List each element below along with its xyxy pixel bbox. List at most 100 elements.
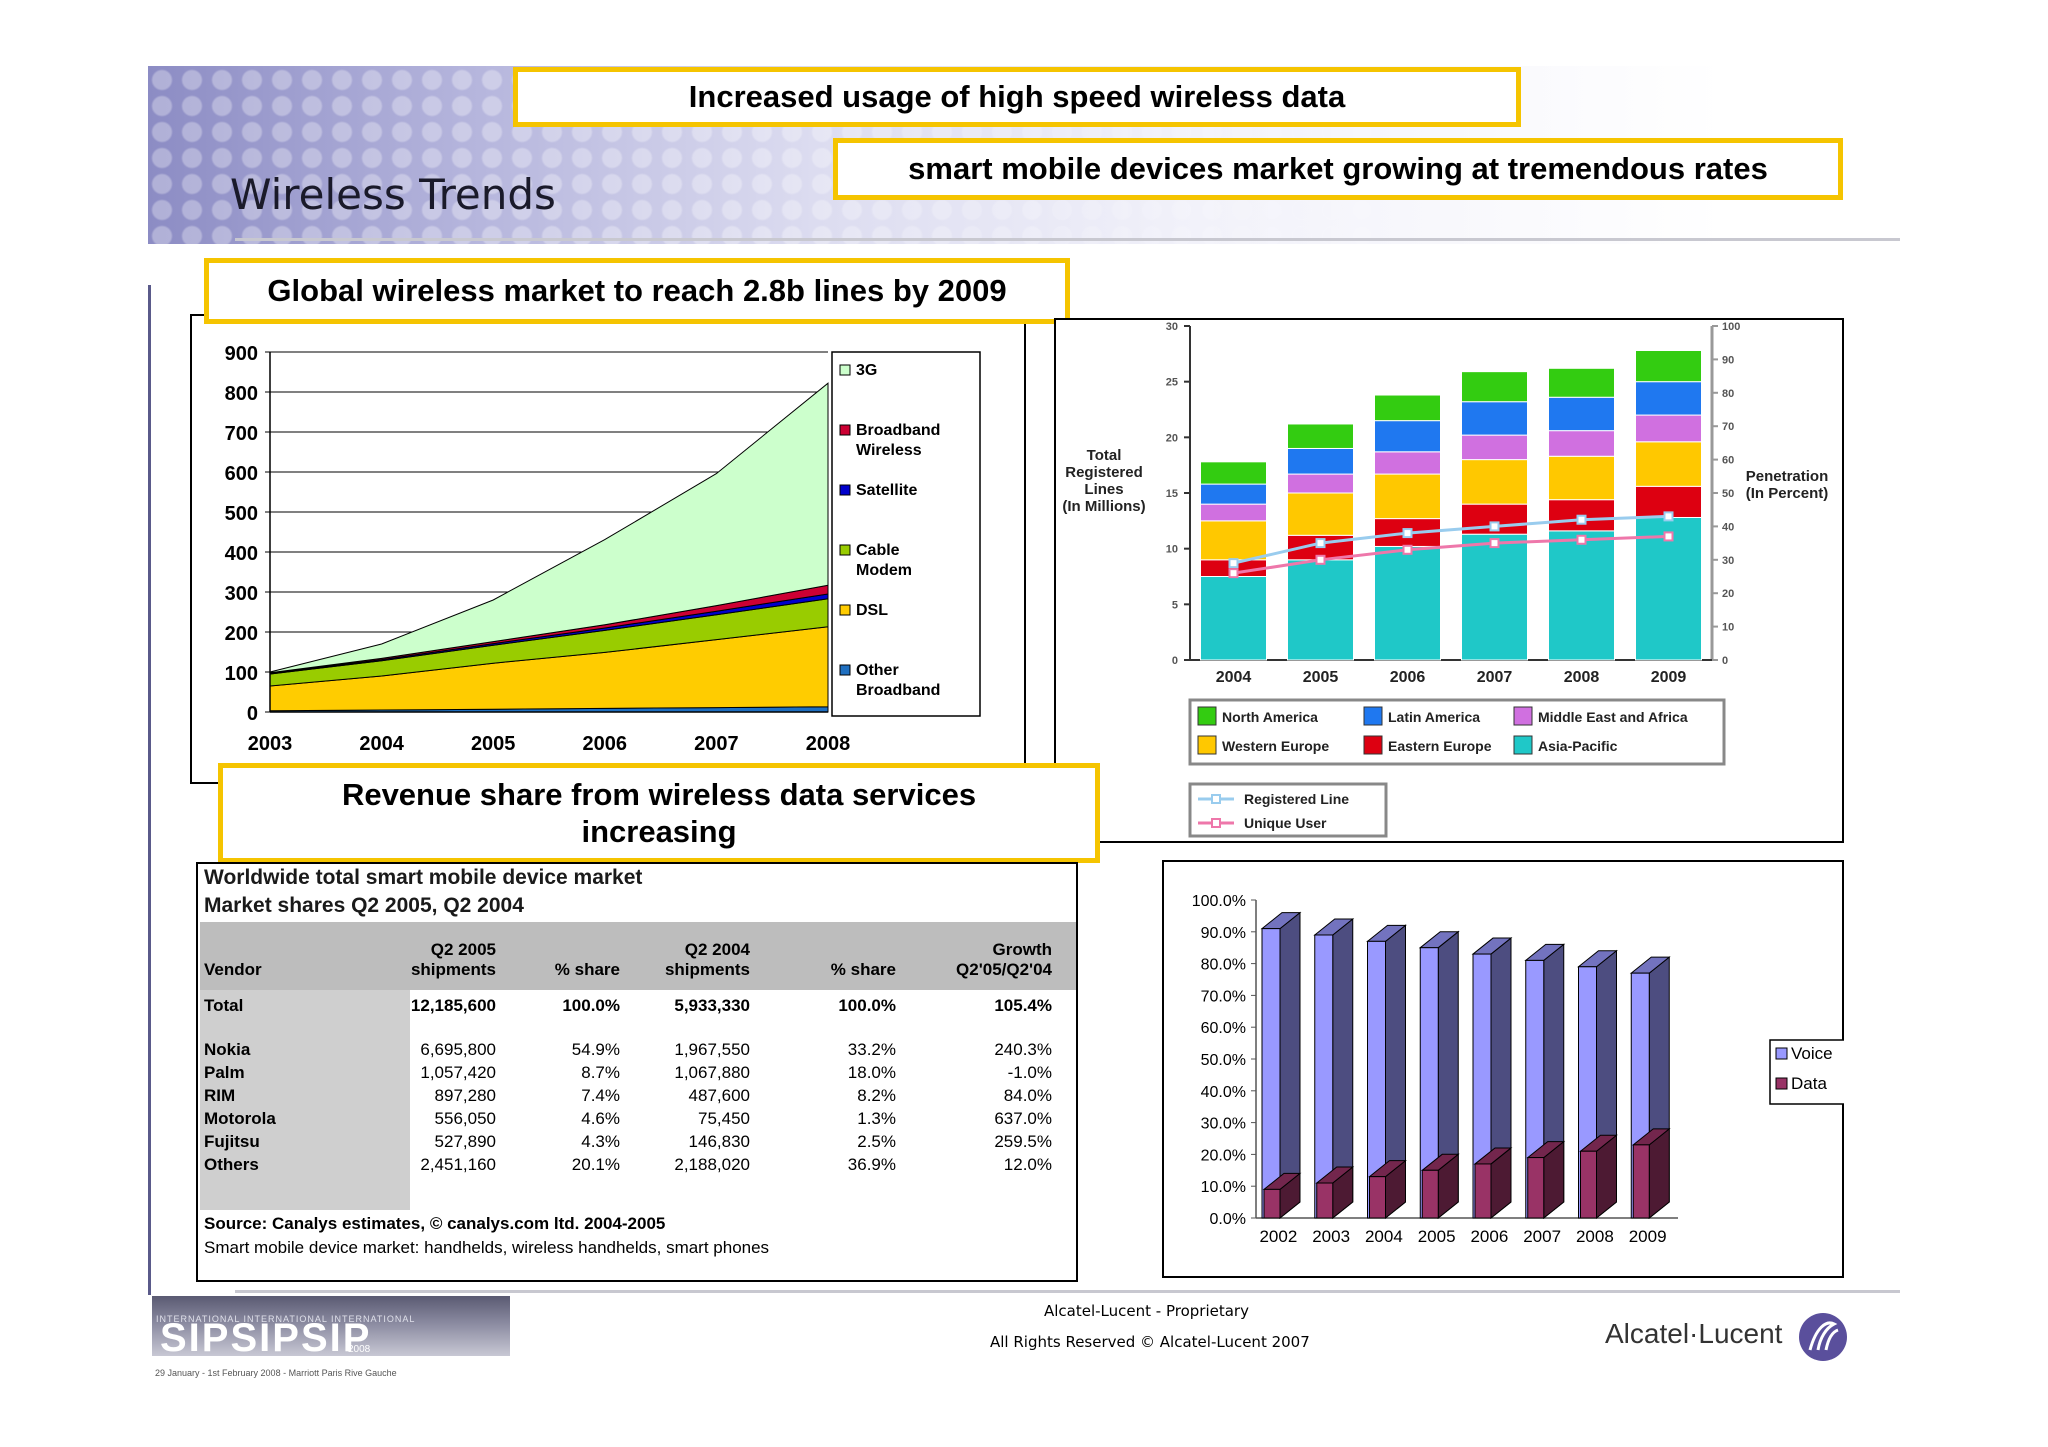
table-note: Smart mobile device market: handhelds, w… [204, 1238, 770, 1257]
table-cell: 2,188,020 [674, 1154, 750, 1174]
y2-tick-label: 90 [1722, 354, 1734, 366]
legend-swatch [1363, 706, 1383, 726]
table-cell: 897,280 [434, 1085, 496, 1105]
x-tick-label: 2006 [1390, 669, 1426, 686]
line-point [1489, 538, 1500, 549]
x-tick-label: 2005 [471, 733, 516, 755]
table-cell: 36.9% [847, 1154, 896, 1174]
table-cell: 146,830 [688, 1131, 750, 1151]
x-tick-label: 2006 [1470, 1227, 1508, 1246]
legend-marker [1211, 818, 1221, 828]
y2-tick-label: 20 [1722, 588, 1734, 600]
table-cell: Others [204, 1154, 259, 1174]
legend-label: Modem [856, 562, 912, 579]
y-axis-title: Lines [1084, 481, 1123, 498]
sip-event-logo: INTERNATIONAL INTERNATIONAL INTERNATIONA… [152, 1296, 510, 1356]
line-point [1576, 514, 1587, 525]
alcatel-lucent-logo-icon [1799, 1313, 1847, 1361]
table-row: Nokia 6,695,800 54.9% 1,967,550 33.2% 240.3% [200, 1038, 1056, 1061]
y-tick-label: 15 [1166, 488, 1178, 500]
line-point [1228, 558, 1239, 569]
x-tick-label: 2008 [1576, 1227, 1614, 1246]
bar-segment-western-europe [1461, 459, 1528, 505]
line-point [1402, 528, 1413, 539]
table-row: Motorola 556,050 4.6% 75,450 1.3% 637.0% [200, 1107, 1056, 1130]
table-cell: 4.3% [581, 1131, 620, 1151]
table-cell [500, 1018, 624, 1038]
bar-segment-western-europe [1287, 492, 1354, 536]
bar-segment-western-europe [1635, 441, 1702, 487]
legend-swatch [1513, 735, 1533, 755]
table-cell: 12.0% [1003, 1154, 1052, 1174]
bar-segment-middle-east-and-africa [1287, 473, 1354, 494]
x-tick-label: 2007 [1523, 1227, 1561, 1246]
bar-segment-north-america [1287, 423, 1354, 449]
legend-swatch [839, 484, 851, 496]
table-cell: 8.2% [857, 1085, 896, 1105]
y-tick-label: 50.0% [1201, 1052, 1246, 1069]
table-cell: 100.0% [562, 996, 620, 1015]
legend-label: Broadband [856, 682, 940, 699]
table-row: Others 2,451,160 20.1% 2,188,020 36.9% 12.0% [200, 1153, 1056, 1176]
bar-segment-asia-pacific [1548, 530, 1615, 661]
bar-segment-latin-america [1287, 447, 1354, 475]
y-tick-label: 200 [225, 623, 258, 645]
bar-segment-asia-pacific [1200, 576, 1267, 661]
legend-label: Unique User [1244, 815, 1327, 831]
line-point [1402, 544, 1413, 555]
table-cell: 12,185,600 [410, 996, 496, 1015]
table-spacer [200, 980, 1056, 994]
table-total-row: Total 12,185,600 100.0% 5,933,330 100.0% 105.… [200, 994, 1056, 1018]
y-tick-label: 100.0% [1192, 893, 1246, 910]
slide-title: Wireless Trends [230, 170, 556, 219]
table-cell [754, 1018, 900, 1038]
legend-swatch [1197, 735, 1217, 755]
x-tick-label: 2004 [1216, 669, 1252, 686]
bar-segment-western-europe [1200, 520, 1267, 561]
legend-swatch [1775, 1077, 1788, 1090]
table-cell: 105.4% [994, 996, 1052, 1015]
table-cell: Total [204, 996, 244, 1015]
bar-segment-latin-america [1635, 381, 1702, 416]
legend-label: DSL [856, 602, 888, 619]
y-tick-label: 70.0% [1201, 988, 1246, 1005]
table-cell [200, 1018, 400, 1038]
footer-copyright: All Rights Reserved © Alcatel-Lucent 200… [990, 1333, 1310, 1351]
legend-label: Eastern Europe [1388, 738, 1492, 754]
table-cell: % share [554, 960, 620, 979]
line-point [1663, 511, 1674, 522]
table-row: RIM 897,280 7.4% 487,600 8.2% 84.0% [200, 1084, 1056, 1107]
table-cell: Q2 2004 shipments [664, 940, 750, 979]
table-cell: Motorola [204, 1108, 276, 1128]
y2-tick-label: 10 [1722, 622, 1734, 634]
x-tick-label: 2002 [1259, 1227, 1297, 1246]
line-series-registered-line [1233, 514, 1669, 565]
x-tick-label: 2003 [1312, 1227, 1350, 1246]
x-tick-label: 2008 [1564, 669, 1600, 686]
table-row: Fujitsu 527,890 4.3% 146,830 2.5% 259.5% [200, 1130, 1056, 1153]
table-vendor-band [200, 990, 410, 1210]
table-cell: 2,451,160 [420, 1154, 496, 1174]
y-tick-label: 30.0% [1201, 1116, 1246, 1133]
legend-label: Voice [1791, 1044, 1833, 1063]
bar-data [1474, 1163, 1492, 1219]
x-tick-label: 2005 [1418, 1227, 1456, 1246]
y2-tick-label: 50 [1722, 488, 1734, 500]
bar-segment-north-america [1635, 349, 1702, 383]
table-cell: 54.9% [571, 1039, 620, 1059]
x-tick-label: 2007 [1477, 669, 1513, 686]
table-cell: 1,057,420 [420, 1062, 496, 1082]
table-cell: 100.0% [838, 996, 896, 1015]
y-tick-label: 20.0% [1201, 1147, 1246, 1164]
table-cell: 2.5% [857, 1131, 896, 1151]
footer-proprietary: Alcatel-Lucent - Proprietary [1044, 1302, 1249, 1320]
bar-segment-north-america [1200, 461, 1267, 485]
table-cell: 240.3% [994, 1039, 1052, 1059]
bar-segment-north-america [1548, 367, 1615, 398]
y-tick-label: 400 [225, 543, 258, 565]
y-tick-label: 10 [1166, 544, 1178, 556]
table-cell: Palm [204, 1062, 245, 1082]
x-tick-label: 2006 [583, 733, 628, 755]
line-point [1663, 531, 1674, 542]
y-tick-label: 0 [247, 703, 258, 725]
